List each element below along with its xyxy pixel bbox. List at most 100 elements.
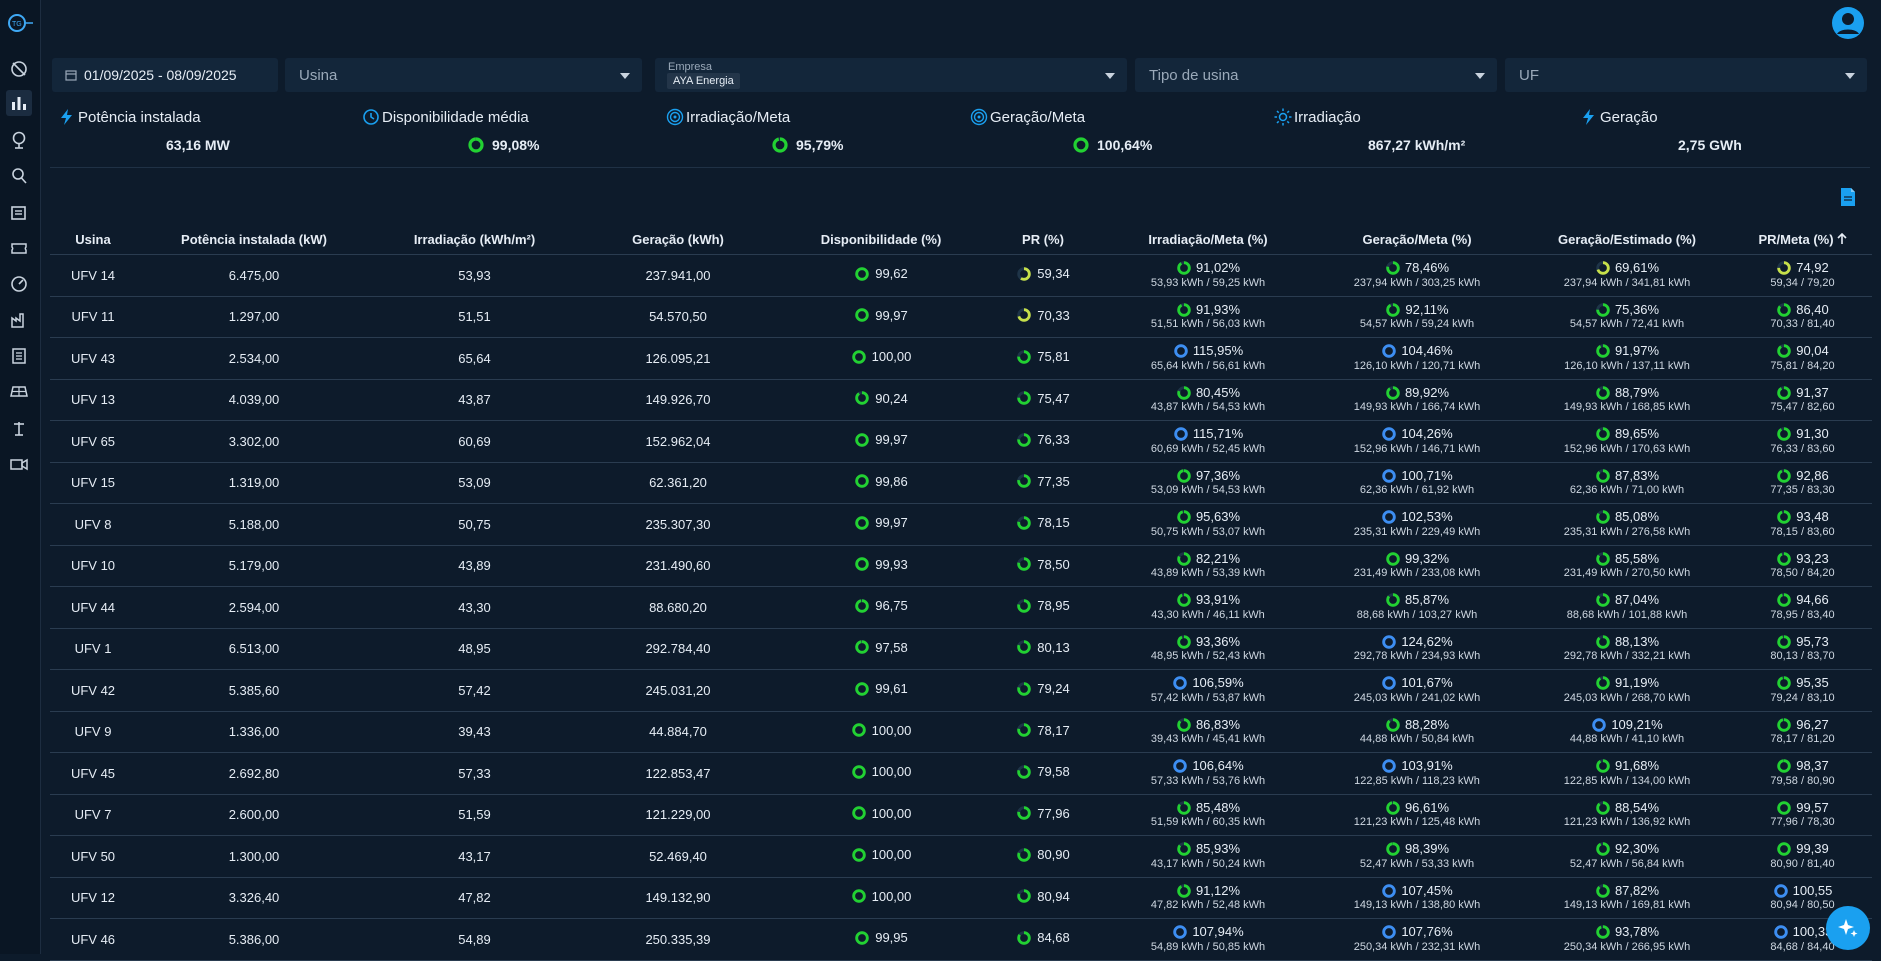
cell-pr-value: 76,33 <box>1037 432 1070 448</box>
table-row[interactable]: UFV 8 5.188,00 50,75 235.307,30 99,97 78,15 95… <box>50 503 1872 546</box>
cell-pr-content: 78,50 <box>1016 556 1070 572</box>
cell-geracao-estimado: 87,82% 149,13 kWh / 169,81 kWh <box>1521 877 1733 919</box>
header-geracao-estimado[interactable]: Geração/Estimado (%) <box>1521 224 1733 255</box>
cell-pr-meta-content: 92,86 77,35 / 83,30 <box>1733 468 1872 498</box>
video-camera-icon <box>10 458 28 471</box>
empresa-chip[interactable]: AYA Energia <box>667 73 740 89</box>
progress-ring-icon <box>851 723 866 738</box>
table-row[interactable]: UFV 11 1.297,00 51,51 54.570,50 99,97 70,33 91… <box>50 296 1872 338</box>
cell-irradiacao-meta-detail: 43,89 kWh / 53,39 kWh <box>1150 567 1266 579</box>
header-potencia[interactable]: Potência instalada (kW) <box>136 224 372 255</box>
kpi-value: 95,79% <box>796 137 844 153</box>
kpi-irradiacao: Irradiação 867,27 kWh/m² <box>1274 106 1564 156</box>
table-row[interactable]: UFV 1 6.513,00 48,95 292.784,40 97,58 80,13 93… <box>50 628 1872 670</box>
tipo-usina-select[interactable]: Tipo de usina <box>1135 58 1497 92</box>
sidebar-item-dashboard[interactable] <box>6 56 32 82</box>
kpi-irradiacao-meta: Irradiação/Meta 95,79% <box>666 106 956 156</box>
progress-ring-icon <box>1017 598 1031 613</box>
header-geracao-meta[interactable]: Geração/Meta (%) <box>1313 224 1521 255</box>
empresa-select[interactable]: Empresa AYA Energia <box>655 58 1127 92</box>
progress-ring-icon <box>1596 386 1610 400</box>
cell-pr-content: 80,90 <box>1016 847 1070 863</box>
header-pr-meta[interactable]: PR/Meta (%) <box>1733 224 1872 255</box>
progress-ring-icon <box>855 515 869 530</box>
cell-geracao-meta-main: 96,61% <box>1385 800 1449 816</box>
export-document-icon[interactable] <box>1840 187 1856 207</box>
sidebar-item-map[interactable] <box>6 127 32 153</box>
sidebar-item-tickets[interactable] <box>6 235 32 261</box>
date-range-picker[interactable]: 01/09/2025 - 08/09/2025 <box>52 58 278 92</box>
cell-geracao-meta-main: 89,92% <box>1385 385 1449 401</box>
cell-geracao-estimado-content: 89,65% 152,96 kWh / 170,63 kWh <box>1521 426 1733 456</box>
sidebar-item-plants[interactable] <box>6 307 32 333</box>
cell-irradiacao-meta: 80,45% 43,87 kWh / 54,53 kWh <box>1103 379 1313 421</box>
cell-geracao-estimado-content: 85,08% 235,31 kWh / 276,58 kWh <box>1521 509 1733 539</box>
header-irradiacao-meta[interactable]: Irradiação/Meta (%) <box>1103 224 1313 255</box>
cell-pr-meta-value: 95,73 <box>1796 633 1829 649</box>
uf-select[interactable]: UF <box>1505 58 1867 92</box>
cell-pr-meta-value: 91,30 <box>1796 426 1829 442</box>
cell-geracao-estimado-content: 93,78% 250,34 kWh / 266,95 kWh <box>1521 924 1733 954</box>
sidebar-item-documents[interactable] <box>6 343 32 369</box>
assistant-fab[interactable] <box>1826 906 1870 950</box>
clock-history-icon <box>363 109 379 125</box>
cell-pr-meta-detail: 75,47 / 82,60 <box>1770 401 1835 413</box>
progress-ring-icon <box>1382 344 1397 359</box>
table-row[interactable]: UFV 14 6.475,00 53,93 237.941,00 99,62 59,34 9… <box>50 254 1872 297</box>
cell-geracao-meta-main: 98,39% <box>1385 841 1449 857</box>
table-row[interactable]: UFV 7 2.600,00 51,59 121.229,00 100,00 77,96 8… <box>50 794 1872 836</box>
table-row[interactable]: UFV 46 5.386,00 54,89 250.335,39 99,95 84,68 1… <box>50 918 1872 961</box>
table-row[interactable]: UFV 9 1.336,00 39,43 44.884,70 100,00 78,17 86… <box>50 711 1872 753</box>
table-row[interactable]: UFV 15 1.319,00 53,09 62.361,20 99,86 77,35 97… <box>50 462 1872 504</box>
logo-icon[interactable]: TG <box>4 12 34 34</box>
progress-ring-icon <box>1017 806 1031 821</box>
cell-disponibilidade-value: 97,58 <box>875 639 908 655</box>
header-pr[interactable]: PR (%) <box>983 224 1103 255</box>
usina-select[interactable]: Usina <box>285 58 642 92</box>
cell-geracao-estimado-main: 87,04% <box>1595 592 1659 608</box>
progress-ring-icon <box>1777 759 1791 774</box>
cell-pr-meta-detail: 78,95 / 83,40 <box>1770 608 1835 621</box>
cell-geracao-meta-detail: 292,78 kWh / 234,93 kWh <box>1353 650 1481 662</box>
sidebar-item-performance[interactable] <box>6 271 32 297</box>
sidebar: TG <box>0 0 41 954</box>
progress-ring-icon <box>1017 764 1031 779</box>
sidebar-item-stations[interactable] <box>6 415 32 441</box>
sidebar-item-solar-panels[interactable] <box>6 379 32 405</box>
header-geracao[interactable]: Geração (kWh) <box>577 224 779 255</box>
table-row[interactable]: UFV 44 2.594,00 43,30 88.680,20 96,75 78,95 93… <box>50 586 1872 629</box>
cell-pr-meta: 92,86 77,35 / 83,30 <box>1733 462 1872 504</box>
table-row[interactable]: UFV 50 1.300,00 43,17 52.469,40 100,00 80,90 8… <box>50 835 1872 878</box>
header-irradiacao[interactable]: Irradiação (kWh/m²) <box>372 224 577 255</box>
cell-geracao-meta-value: 101,67% <box>1401 675 1453 691</box>
cell-pr-value: 59,34 <box>1037 266 1070 282</box>
progress-ring-icon <box>1777 344 1791 359</box>
cell-pr-meta-content: 91,30 76,33 / 83,60 <box>1733 426 1872 456</box>
sidebar-item-cameras[interactable] <box>6 451 32 477</box>
table-row[interactable]: UFV 43 2.534,00 65,64 126.095,21 100,00 75,81… <box>50 337 1872 380</box>
sidebar-item-analytics[interactable] <box>6 90 32 116</box>
table-row[interactable]: UFV 10 5.179,00 43,89 231.490,60 99,93 78,50 8… <box>50 545 1872 587</box>
progress-ring-icon <box>1017 557 1031 572</box>
sidebar-item-inspection[interactable] <box>6 163 32 189</box>
cell-pr-meta-detail: 80,90 / 81,40 <box>1770 857 1835 870</box>
table-row[interactable]: UFV 65 3.302,00 60,69 152.962,04 99,97 76,33 1… <box>50 420 1872 463</box>
header-usina[interactable]: Usina <box>50 224 136 255</box>
cell-usina: UFV 13 <box>50 379 136 421</box>
table-row[interactable]: UFV 13 4.039,00 43,87 149.926,70 90,24 75,47 8… <box>50 379 1872 421</box>
sidebar-item-reports[interactable] <box>6 199 32 225</box>
cell-pr-meta: 94,66 78,95 / 83,40 <box>1733 586 1872 629</box>
cell-geracao-meta: 101,67% 245,03 kWh / 241,02 kWh <box>1313 669 1521 712</box>
table-row[interactable]: UFV 45 2.692,80 57,33 122.853,47 100,00 79,58… <box>50 752 1872 795</box>
cell-irradiacao-meta: 82,21% 43,89 kWh / 53,39 kWh <box>1103 545 1313 587</box>
cell-irradiacao-meta: 95,63% 50,75 kWh / 53,07 kWh <box>1103 503 1313 546</box>
cell-potencia: 4.039,00 <box>136 379 372 421</box>
table-row[interactable]: UFV 42 5.385,60 57,42 245.031,20 99,61 79,24 1… <box>50 669 1872 712</box>
table-row[interactable]: UFV 12 3.326,40 47,82 149.132,90 100,00 80,94… <box>50 877 1872 919</box>
progress-ring-icon <box>1777 718 1791 732</box>
cell-geracao-meta-content: 92,11% 54,57 kWh / 59,24 kWh <box>1313 302 1521 332</box>
user-avatar-icon[interactable] <box>1831 6 1865 40</box>
progress-ring-icon <box>1017 391 1031 406</box>
cell-usina: UFV 12 <box>50 877 136 919</box>
header-disponibilidade[interactable]: Disponibilidade (%) <box>779 224 983 255</box>
